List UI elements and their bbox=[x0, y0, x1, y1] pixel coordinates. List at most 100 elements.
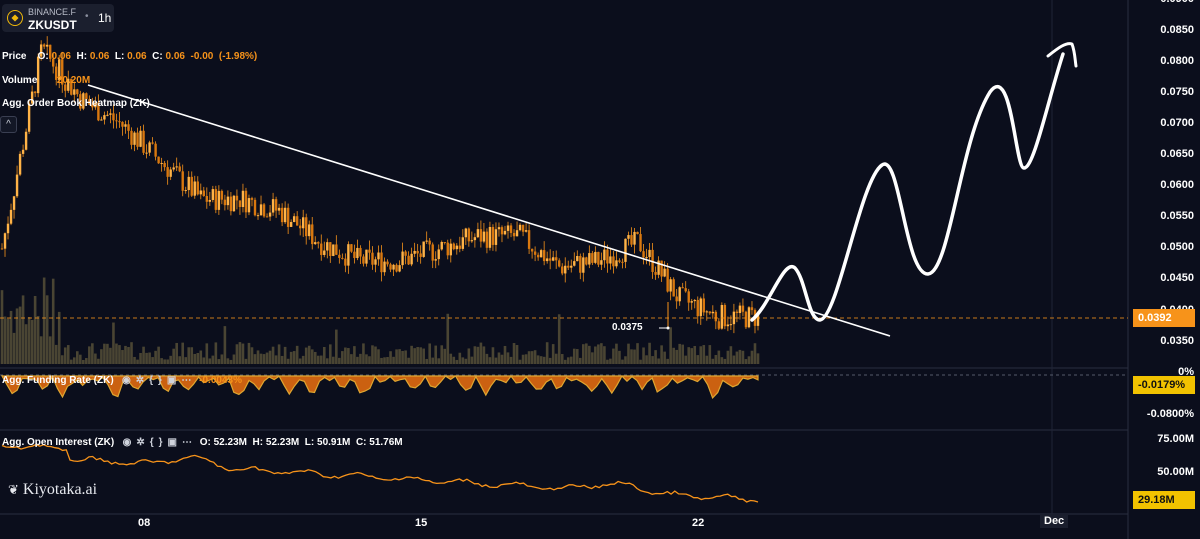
volume-bar bbox=[368, 356, 371, 364]
volume-bar bbox=[530, 351, 534, 364]
volume-bar bbox=[214, 342, 218, 364]
candle-body bbox=[714, 311, 718, 322]
volume-bar bbox=[69, 359, 73, 364]
candle-body bbox=[286, 207, 290, 227]
volume-bar bbox=[648, 342, 651, 364]
candle-body bbox=[678, 287, 681, 302]
candle-body bbox=[687, 291, 690, 303]
volume-bar bbox=[283, 346, 287, 364]
trendline[interactable] bbox=[87, 84, 891, 337]
volume-bar bbox=[741, 350, 745, 364]
volume-bar bbox=[533, 350, 537, 364]
timeframe-label[interactable]: 1h bbox=[98, 11, 112, 25]
volume-bar bbox=[515, 345, 519, 364]
candle-body bbox=[100, 119, 103, 121]
volume-bar bbox=[274, 355, 278, 364]
candle-body bbox=[705, 311, 708, 313]
candle-body bbox=[699, 298, 702, 317]
candle-body bbox=[160, 163, 163, 165]
volume-bar bbox=[286, 358, 290, 364]
candle-body bbox=[624, 238, 627, 262]
volume-bar bbox=[542, 356, 546, 364]
candle-body bbox=[729, 324, 733, 326]
volume-bar bbox=[554, 353, 558, 364]
volume-bar bbox=[717, 350, 721, 364]
candle-body bbox=[211, 189, 215, 200]
funding-axis-zero: 0% bbox=[1178, 366, 1194, 378]
volume-bar bbox=[322, 346, 326, 364]
volume-bar bbox=[636, 343, 639, 364]
candle-body bbox=[401, 251, 404, 266]
candle-body bbox=[163, 163, 166, 168]
candle-body bbox=[509, 225, 513, 233]
settings-icon[interactable]: ✲ bbox=[135, 375, 150, 386]
pane-icons[interactable]: ◉✲{}▣⋯ bbox=[123, 437, 197, 448]
more-icon[interactable]: ⋯ bbox=[181, 375, 197, 386]
candle-body bbox=[187, 176, 190, 191]
delete-icon[interactable]: ▣ bbox=[167, 437, 182, 448]
candle-body bbox=[582, 257, 585, 273]
low-marker-dot bbox=[666, 326, 670, 330]
settings-icon[interactable]: ✲ bbox=[136, 437, 150, 448]
candle-body bbox=[371, 252, 374, 265]
candle-body bbox=[548, 258, 552, 261]
volume-bar bbox=[304, 347, 308, 364]
volume-bar bbox=[12, 332, 16, 364]
more-icon[interactable]: ⋯ bbox=[181, 437, 197, 448]
volume-bar bbox=[27, 317, 31, 364]
candle-body bbox=[214, 189, 218, 210]
watermark-text: Kiyotaka.ai bbox=[22, 481, 98, 498]
code-icon[interactable]: {} bbox=[149, 437, 168, 448]
candle-body bbox=[85, 93, 88, 100]
candle-body bbox=[536, 254, 540, 258]
volume-bar bbox=[603, 346, 606, 364]
volume-bar bbox=[142, 346, 145, 364]
candle-body bbox=[735, 311, 739, 314]
volume-bar bbox=[569, 356, 573, 364]
projection-drawing[interactable] bbox=[750, 52, 1065, 322]
candle-body bbox=[485, 231, 489, 248]
candle-body bbox=[476, 229, 480, 238]
eye-icon[interactable]: ◉ bbox=[122, 375, 136, 386]
volume-bar bbox=[145, 352, 148, 364]
candle-body bbox=[9, 209, 13, 224]
volume-bar bbox=[232, 354, 236, 364]
candle-body bbox=[335, 244, 338, 255]
volume-bar bbox=[133, 356, 136, 364]
volume-bar bbox=[744, 359, 748, 364]
delete-icon[interactable]: ▣ bbox=[166, 375, 182, 386]
eye-icon[interactable]: ◉ bbox=[122, 437, 137, 448]
candle-body bbox=[6, 223, 10, 234]
volume-bar bbox=[566, 357, 570, 364]
volume-bar bbox=[88, 346, 91, 364]
candle-body bbox=[193, 181, 196, 196]
candle-body bbox=[741, 305, 745, 312]
candle-body bbox=[654, 271, 657, 275]
volume-bar bbox=[585, 343, 588, 364]
candle-body bbox=[0, 248, 4, 250]
candle-body bbox=[184, 190, 187, 192]
candle-body bbox=[121, 121, 124, 127]
candle-body bbox=[33, 91, 37, 94]
volume-bar bbox=[121, 350, 124, 364]
symbol-chip[interactable]: BINANCE.F ZKUSDT • 1h bbox=[2, 4, 114, 32]
candle-body bbox=[603, 249, 606, 261]
candle-body bbox=[470, 240, 474, 242]
candle-body bbox=[39, 44, 43, 57]
volume-bar bbox=[265, 352, 269, 364]
candle-body bbox=[392, 264, 395, 270]
candle-body bbox=[693, 300, 696, 302]
volume-bar bbox=[524, 354, 528, 364]
code-icon[interactable]: {} bbox=[149, 375, 167, 386]
candle-body bbox=[235, 195, 239, 201]
volume-bar bbox=[178, 356, 182, 364]
volume-bar bbox=[690, 348, 694, 364]
candle-body bbox=[681, 287, 684, 289]
collapse-legend-button[interactable]: ^ bbox=[0, 116, 17, 133]
candle-body bbox=[55, 66, 58, 80]
pane-icons[interactable]: ◉✲{}▣⋯ bbox=[122, 375, 196, 386]
volume-bar bbox=[591, 352, 594, 364]
candle-body bbox=[570, 265, 573, 268]
volume-bar bbox=[708, 345, 712, 364]
